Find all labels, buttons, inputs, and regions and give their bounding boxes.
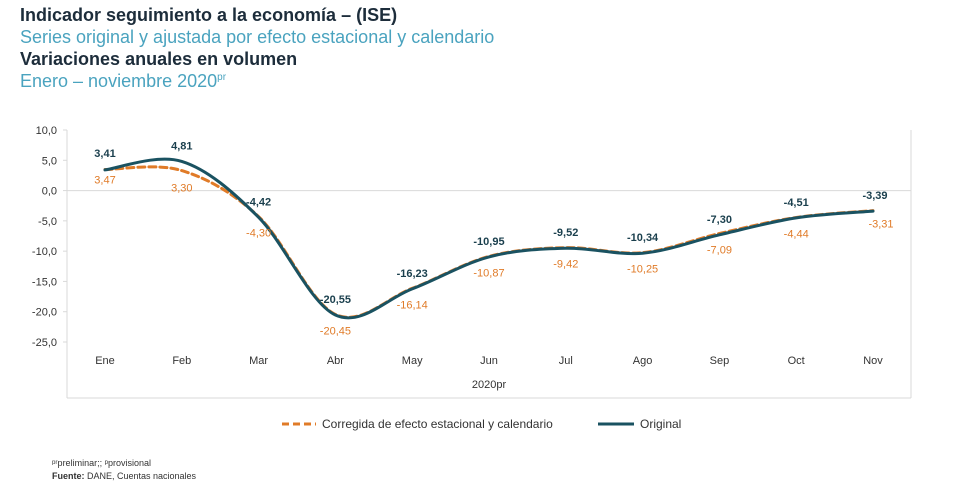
legend-label-corregida: Corregida de efecto estacional y calenda… bbox=[322, 417, 553, 431]
y-tick-label: -20,0 bbox=[32, 307, 57, 319]
x-tick-label: Jul bbox=[559, 355, 573, 367]
data-label-original: -16,23 bbox=[397, 268, 428, 280]
source-line: Fuente: DANE, Cuentas nacionales bbox=[52, 471, 196, 481]
data-label-corregida: -3,31 bbox=[868, 219, 893, 231]
x-tick-label: Oct bbox=[788, 355, 805, 367]
chart-header: Indicador seguimiento a la economía – (I… bbox=[20, 4, 494, 92]
data-label-corregida: -16,14 bbox=[397, 299, 428, 311]
y-tick-label: -5,0 bbox=[38, 216, 57, 228]
x-tick-label: Ago bbox=[633, 355, 653, 367]
chart-period: Enero – noviembre 2020pr bbox=[20, 71, 227, 91]
x-tick-label: Ene bbox=[95, 355, 115, 367]
data-label-corregida: -10,87 bbox=[473, 267, 504, 279]
x-tick-label: May bbox=[402, 355, 423, 367]
data-label-original: -10,95 bbox=[473, 236, 504, 248]
y-tick-label: 5,0 bbox=[42, 155, 57, 167]
legend-label-original: Original bbox=[640, 417, 681, 431]
y-tick-label: -15,0 bbox=[32, 276, 57, 288]
series-line-original bbox=[103, 157, 875, 320]
x-tick-label: Mar bbox=[249, 355, 268, 367]
x-tick-label: Nov bbox=[863, 355, 883, 367]
source-text: DANE, Cuentas nacionales bbox=[84, 471, 197, 481]
period-superscript: pr bbox=[217, 72, 227, 83]
chart-title: Indicador seguimiento a la economía – (I… bbox=[20, 5, 398, 25]
data-label-corregida: -10,25 bbox=[627, 264, 658, 276]
data-label-original: -10,34 bbox=[627, 232, 659, 244]
y-tick-label: 0,0 bbox=[42, 186, 57, 198]
y-tick-label: -25,0 bbox=[32, 337, 57, 349]
data-label-original: -3,39 bbox=[862, 190, 887, 202]
data-label-original: -4,51 bbox=[784, 197, 809, 209]
data-label-corregida: -4,30 bbox=[246, 228, 271, 240]
data-label-corregida: -7,09 bbox=[707, 245, 732, 257]
data-label-original: 3,41 bbox=[94, 148, 115, 160]
chart-subtitle-2: Variaciones anuales en volumen bbox=[20, 49, 298, 69]
data-label-original: -7,30 bbox=[707, 214, 732, 226]
data-label-original: -20,55 bbox=[320, 294, 351, 306]
footnote: ᵖʳpreliminar;; ᵖprovisional bbox=[52, 458, 151, 468]
data-label-corregida: -9,42 bbox=[553, 259, 578, 271]
chart-subtitle: Series original y ajustada por efecto es… bbox=[20, 27, 495, 47]
x-tick-label: Abr bbox=[327, 355, 344, 367]
source-label: Fuente: bbox=[52, 471, 85, 481]
x-axis-label: 2020pr bbox=[472, 379, 507, 391]
data-label-corregida: 3,30 bbox=[171, 183, 192, 195]
x-tick-label: Sep bbox=[710, 355, 730, 367]
data-label-corregida: -20,45 bbox=[320, 325, 351, 337]
x-tick-label: Jun bbox=[480, 355, 498, 367]
y-tick-label: -10,0 bbox=[32, 246, 57, 258]
data-label-original: 4,81 bbox=[171, 140, 192, 152]
data-label-corregida: -4,44 bbox=[784, 228, 809, 240]
data-label-original: -4,42 bbox=[246, 196, 271, 208]
data-label-original: -9,52 bbox=[553, 227, 578, 239]
data-label-corregida: 3,47 bbox=[94, 175, 115, 187]
y-tick-label: 10,0 bbox=[36, 125, 57, 137]
x-tick-label: Feb bbox=[172, 355, 191, 367]
